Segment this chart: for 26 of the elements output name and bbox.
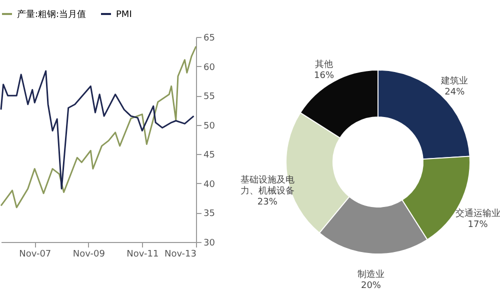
y-tick-label: 55 (204, 92, 215, 102)
data-label: 17% (468, 220, 488, 230)
x-tick-label: Nov-11 (126, 250, 159, 260)
line-series (0, 70, 194, 190)
data-label: 16% (314, 70, 334, 81)
slice-label: 交通运输业 (455, 208, 500, 219)
y-tick-label: 65 (204, 34, 215, 44)
slice-label: 制造业 (357, 268, 384, 280)
y-tick-label: 40 (204, 180, 216, 190)
slice-label: 基础设施及电力、机械设备 (240, 174, 294, 197)
x-tick-label: Nov-13 (164, 250, 196, 260)
data-label: 20% (360, 280, 382, 291)
y-tick-label: 30 (204, 238, 216, 248)
data-label: 24% (444, 87, 466, 98)
slice-label: 其他 (315, 58, 334, 70)
y-tick-label: 60 (204, 62, 216, 73)
line-series (0, 46, 197, 208)
y-tick-label: 35 (204, 209, 215, 220)
data-label: 23% (257, 198, 278, 208)
legend-label: 产量:粗钢:当月值 (17, 9, 86, 20)
y-tick-label: 50 (204, 121, 216, 132)
slice-label: 建筑业 (440, 75, 468, 86)
x-tick-label: Nov-09 (72, 250, 106, 260)
y-tick-label: 45 (204, 150, 215, 161)
x-tick-label: Nov-07 (19, 250, 52, 260)
legend-label: PMI (116, 10, 132, 20)
